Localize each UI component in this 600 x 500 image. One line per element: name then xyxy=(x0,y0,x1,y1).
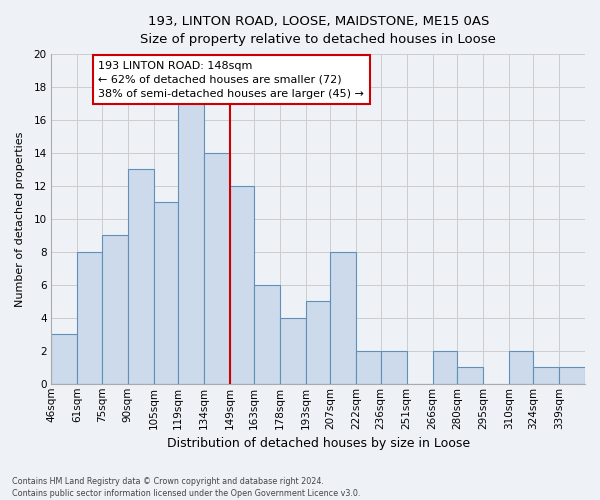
X-axis label: Distribution of detached houses by size in Loose: Distribution of detached houses by size … xyxy=(167,437,470,450)
Bar xyxy=(533,368,559,384)
Bar xyxy=(509,351,533,384)
Y-axis label: Number of detached properties: Number of detached properties xyxy=(15,131,25,306)
Bar xyxy=(306,302,331,384)
Bar xyxy=(356,351,380,384)
Bar xyxy=(178,104,204,384)
Bar xyxy=(101,236,128,384)
Bar xyxy=(280,318,306,384)
Bar xyxy=(154,202,178,384)
Bar xyxy=(77,252,101,384)
Bar xyxy=(52,334,77,384)
Bar xyxy=(380,351,407,384)
Bar xyxy=(254,285,280,384)
Bar xyxy=(128,170,154,384)
Text: Contains HM Land Registry data © Crown copyright and database right 2024.
Contai: Contains HM Land Registry data © Crown c… xyxy=(12,476,361,498)
Bar xyxy=(230,186,254,384)
Bar xyxy=(457,368,483,384)
Text: 193 LINTON ROAD: 148sqm
← 62% of detached houses are smaller (72)
38% of semi-de: 193 LINTON ROAD: 148sqm ← 62% of detache… xyxy=(98,60,364,98)
Bar xyxy=(204,153,230,384)
Bar xyxy=(559,368,585,384)
Bar xyxy=(433,351,457,384)
Bar xyxy=(331,252,356,384)
Title: 193, LINTON ROAD, LOOSE, MAIDSTONE, ME15 0AS
Size of property relative to detach: 193, LINTON ROAD, LOOSE, MAIDSTONE, ME15… xyxy=(140,15,496,46)
